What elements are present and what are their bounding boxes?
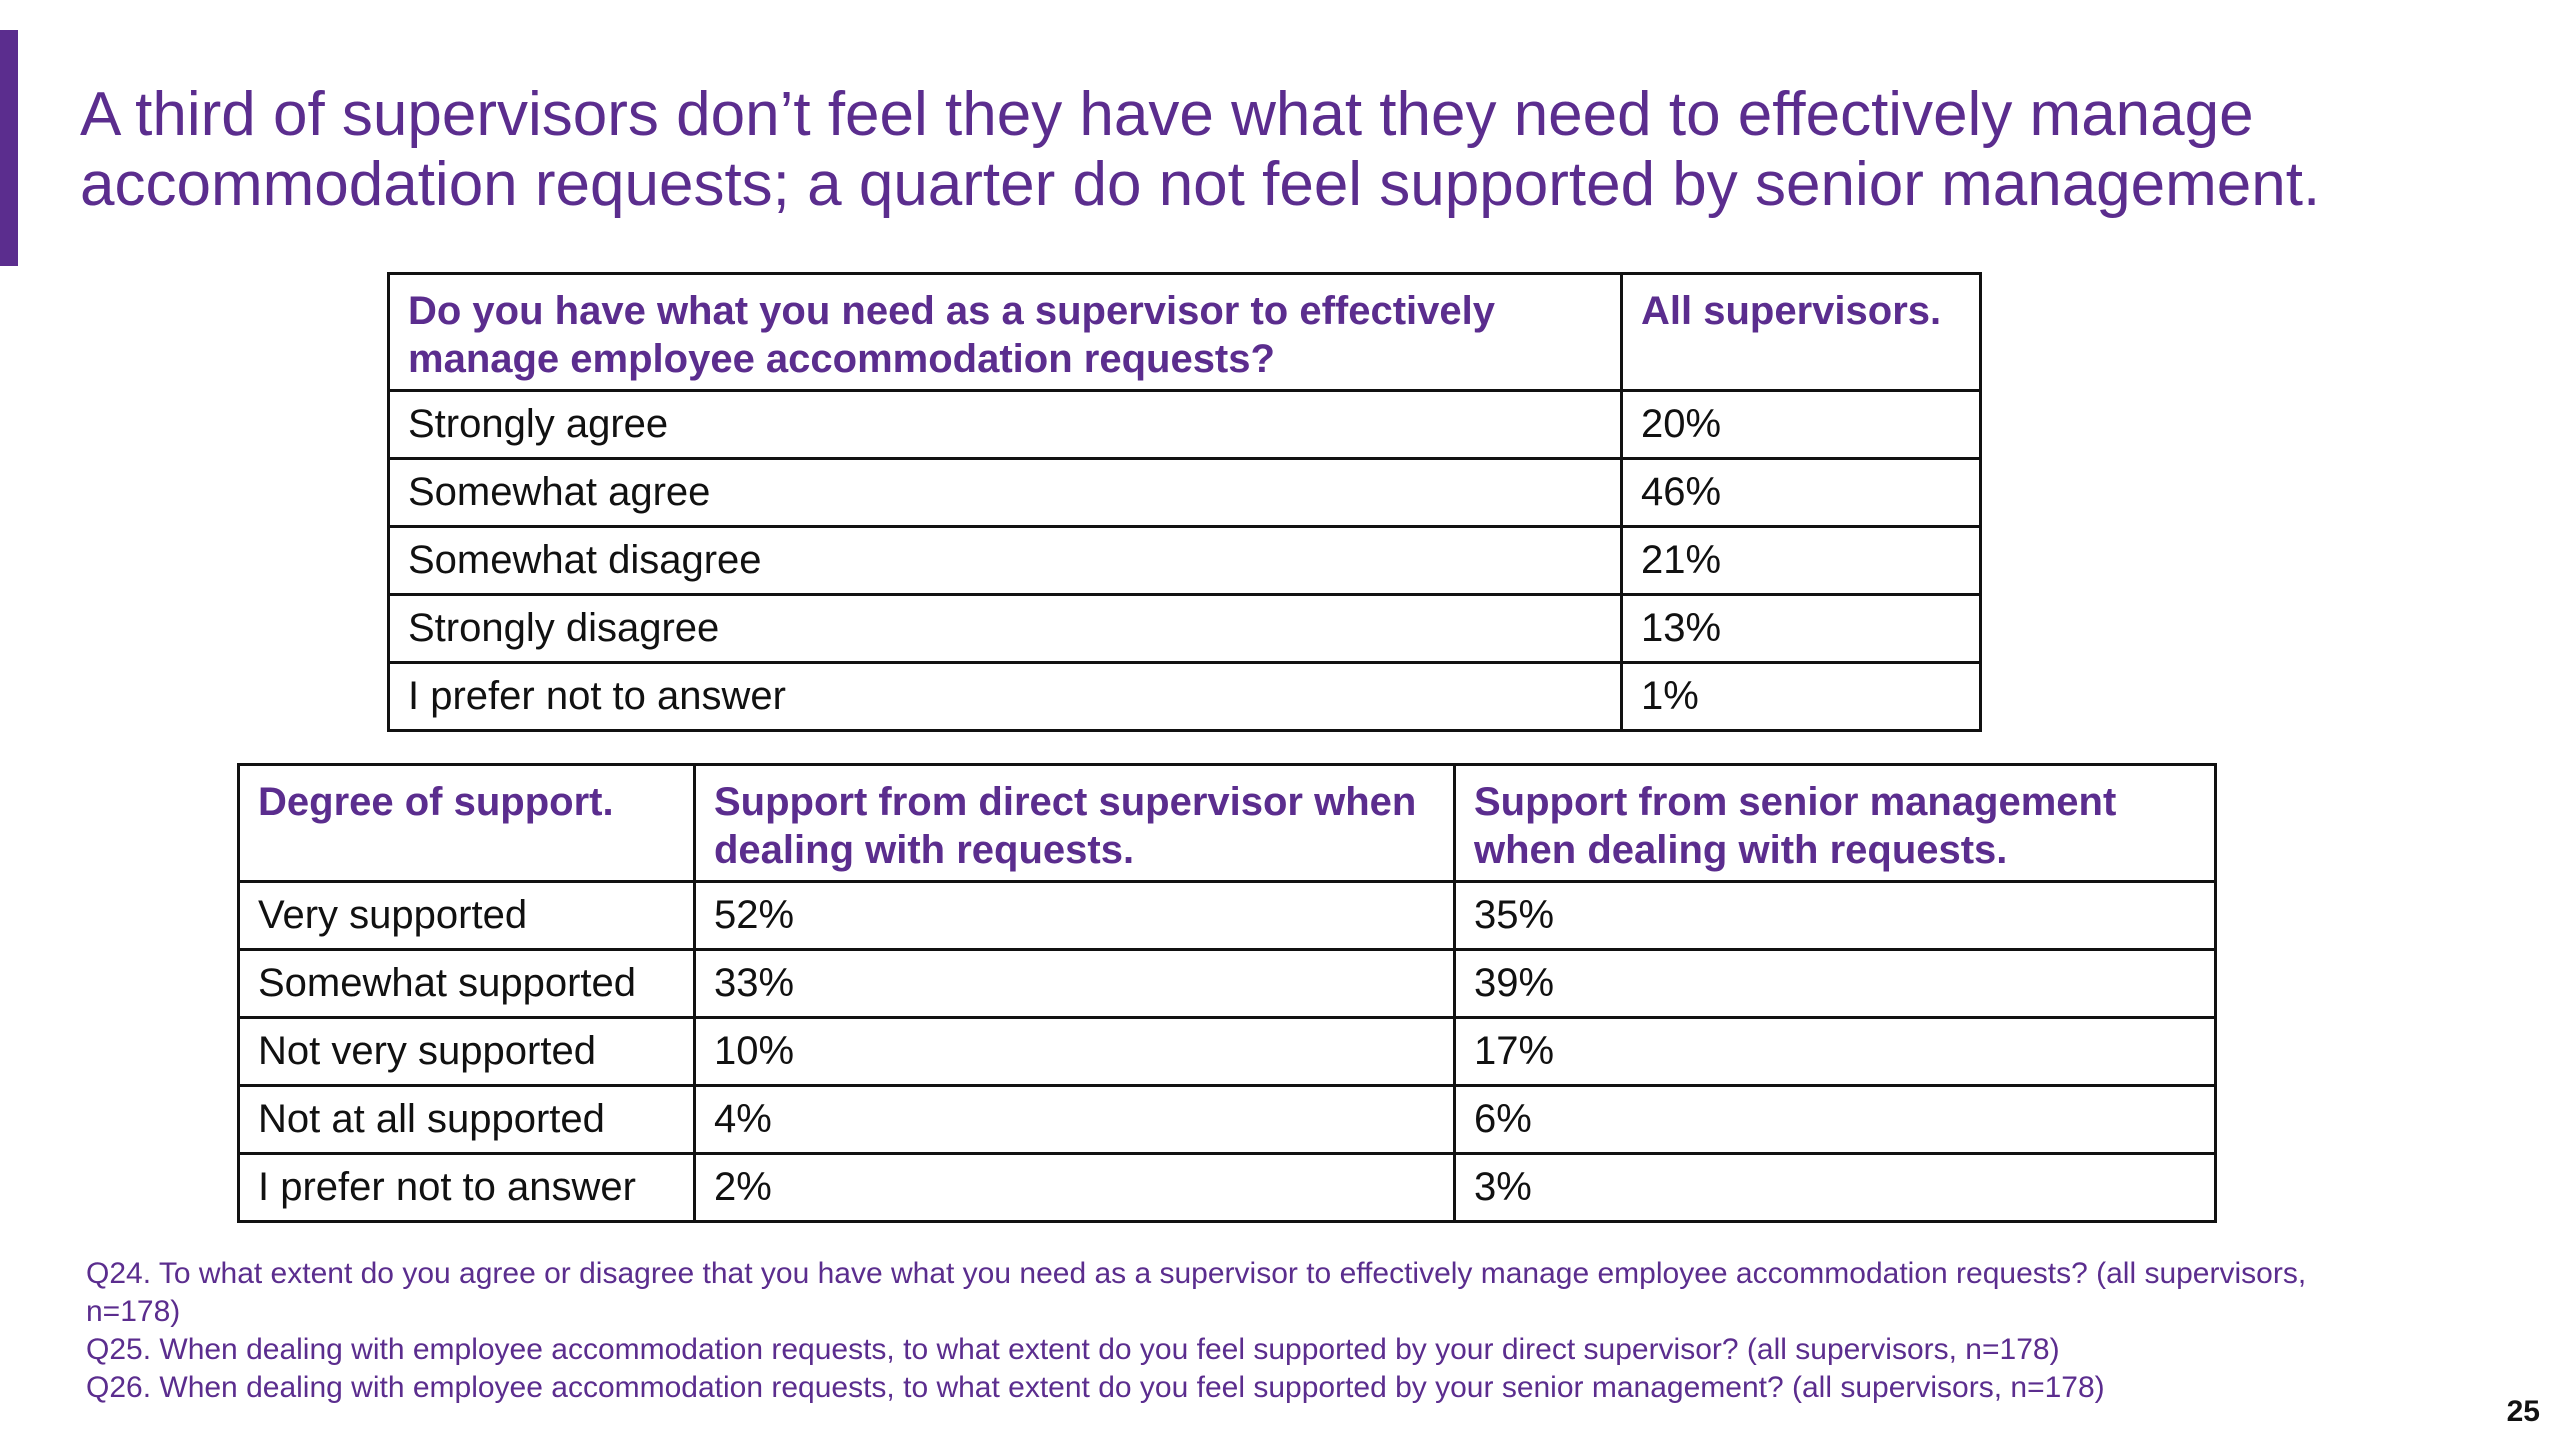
degree-label: Not at all supported	[237, 1084, 696, 1155]
response-label: Somewhat disagree	[387, 525, 1623, 596]
degree-label: I prefer not to answer	[237, 1152, 696, 1223]
response-value: 13%	[1620, 593, 1982, 664]
footnotes: Q24. To what extent do you agree or disa…	[86, 1255, 2336, 1407]
senior-management-value: 3%	[1453, 1152, 2217, 1223]
table-row: Somewhat disagree 21%	[387, 525, 1982, 596]
degree-header: Degree of support.	[237, 763, 696, 883]
footnote-q26: Q26. When dealing with employee accommod…	[86, 1371, 2105, 1404]
degree-label: Not very supported	[237, 1016, 696, 1087]
all-supervisors-header: All supervisors.	[1620, 272, 1982, 392]
footnote-q24: Q24. To what extent do you agree or disa…	[86, 1257, 2307, 1328]
response-label: Strongly agree	[387, 389, 1623, 460]
table-row: I prefer not to answer 1%	[387, 661, 1982, 732]
direct-supervisor-value: 33%	[693, 948, 1456, 1019]
accent-bar	[0, 30, 18, 266]
footnote-q25: Q25. When dealing with employee accommod…	[86, 1333, 2060, 1366]
direct-supervisor-value: 10%	[693, 1016, 1456, 1087]
degree-of-support-table: Degree of support. Support from direct s…	[237, 763, 2217, 1223]
direct-supervisor-header: Support from direct supervisor when deal…	[693, 763, 1456, 883]
supervisor-needs-table: Do you have what you need as a superviso…	[387, 272, 1982, 732]
table-row: Strongly agree 20%	[387, 389, 1982, 460]
senior-management-value: 39%	[1453, 948, 2217, 1019]
response-value: 20%	[1620, 389, 1982, 460]
table-row: Somewhat agree 46%	[387, 457, 1982, 528]
direct-supervisor-value: 2%	[693, 1152, 1456, 1223]
senior-management-header: Support from senior management when deal…	[1453, 763, 2217, 883]
senior-management-value: 6%	[1453, 1084, 2217, 1155]
response-label: I prefer not to answer	[387, 661, 1623, 732]
direct-supervisor-value: 52%	[693, 880, 1456, 951]
table-row: Not at all supported 4% 6%	[237, 1084, 2217, 1155]
degree-label: Somewhat supported	[237, 948, 696, 1019]
table-header-row: Degree of support. Support from direct s…	[237, 763, 2217, 883]
response-value: 1%	[1620, 661, 1982, 732]
table-row: Very supported 52% 35%	[237, 880, 2217, 951]
table-row: Strongly disagree 13%	[387, 593, 1982, 664]
response-value: 21%	[1620, 525, 1982, 596]
table-row: Not very supported 10% 17%	[237, 1016, 2217, 1087]
response-label: Somewhat agree	[387, 457, 1623, 528]
senior-management-value: 17%	[1453, 1016, 2217, 1087]
response-label: Strongly disagree	[387, 593, 1623, 664]
response-value: 46%	[1620, 457, 1982, 528]
slide-title: A third of supervisors don’t feel they h…	[80, 80, 2321, 219]
page-number: 25	[2506, 1395, 2540, 1428]
degree-label: Very supported	[237, 880, 696, 951]
senior-management-value: 35%	[1453, 880, 2217, 951]
question-header: Do you have what you need as a superviso…	[387, 272, 1623, 392]
table-row: Somewhat supported 33% 39%	[237, 948, 2217, 1019]
table-row: I prefer not to answer 2% 3%	[237, 1152, 2217, 1223]
table-header-row: Do you have what you need as a superviso…	[387, 272, 1982, 392]
direct-supervisor-value: 4%	[693, 1084, 1456, 1155]
